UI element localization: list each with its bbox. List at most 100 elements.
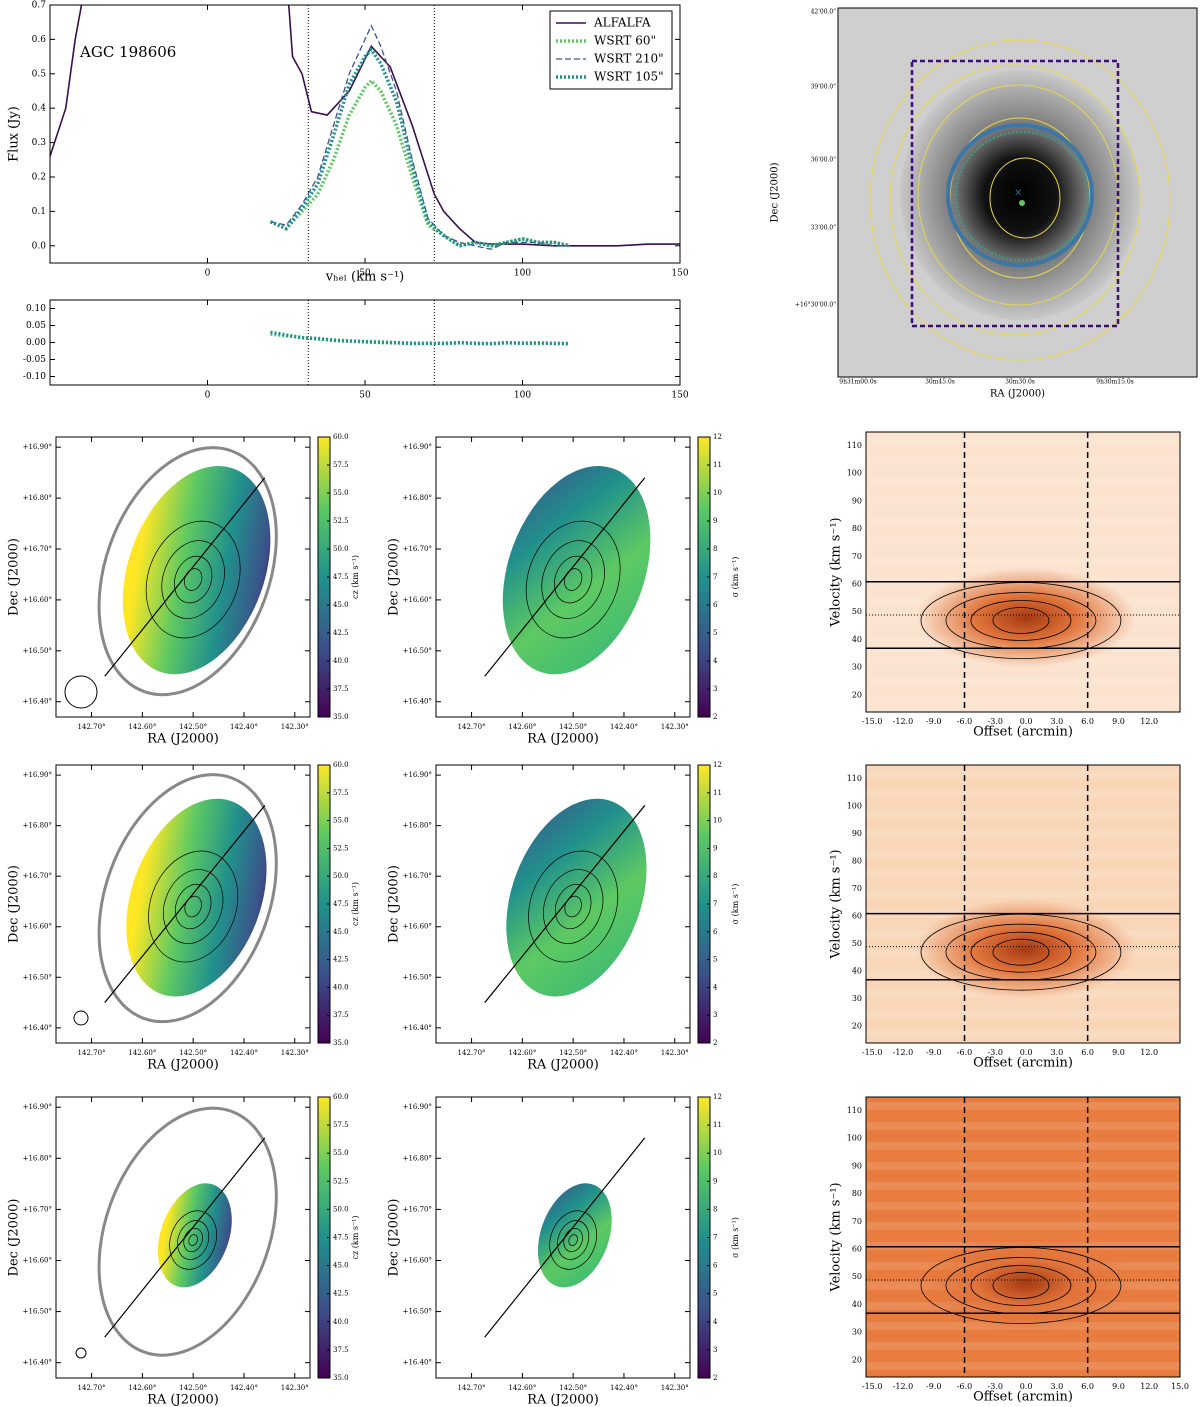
colorbar-tick-label: 55.0: [333, 817, 349, 825]
y-tick-label: 80: [852, 1189, 862, 1198]
noise-band: [866, 537, 1180, 545]
noise-band: [866, 457, 1180, 465]
contour: [869, 39, 1171, 361]
y-tick-label: -0.10: [23, 372, 46, 382]
plot-frame: [55, 436, 311, 718]
x-tick-label: 142.70°: [458, 723, 486, 731]
x-tick-label: 142.30°: [661, 1049, 689, 1057]
contour: [989, 157, 1061, 239]
contour: [920, 1247, 1122, 1324]
noise-band: [866, 1122, 1180, 1130]
x-tick-label: 142.60°: [508, 1384, 536, 1392]
colorbar-tick-label: 4: [713, 657, 718, 665]
colorbar-tick-label: 55.0: [333, 1149, 349, 1157]
x-tick-label: 0.0: [1020, 1048, 1033, 1057]
y-tick-label: +16.70°: [23, 1205, 52, 1213]
y-tick-label: 0.10: [26, 304, 46, 314]
noise-band: [866, 890, 1180, 898]
colorbar-label: cz (km s⁻¹): [351, 1216, 360, 1260]
contour: [992, 607, 1050, 634]
y-tick-label: +16.50°: [23, 1308, 52, 1316]
colorbar-tick-label: 5: [713, 629, 717, 637]
y-tick-label: 42'00.0": [811, 9, 837, 16]
colorbar-tick-label: 60.0: [333, 1093, 349, 1101]
colorbar-tick-label: 45.0: [333, 601, 349, 609]
y-tick-label: 40: [852, 635, 862, 644]
colorbar-tick-label: 9: [713, 844, 717, 852]
colorbar-tick-label: 11: [713, 789, 722, 797]
colorbar-tick-label: 40.0: [333, 657, 349, 665]
y-tick-label: 40: [852, 1300, 862, 1309]
plot-frame: [55, 1096, 311, 1379]
colorbar-tick-label: 37.5: [333, 685, 349, 693]
x-tick-label: 100: [514, 391, 531, 401]
x-tick-label: 142.60°: [128, 723, 156, 731]
x-tick-label: 12.0: [1140, 717, 1158, 726]
noise-band: [866, 870, 1180, 878]
noise-band: [866, 477, 1180, 485]
y-axis-label: Velocity (km s⁻¹): [829, 517, 844, 627]
y-axis-label: Dec (J2000): [387, 865, 402, 943]
x-tick-label: 9h31m00.0s: [839, 379, 876, 386]
x-axis-label: Offset (arcmin): [973, 1390, 1073, 1405]
y-tick-label: +16.70°: [23, 545, 52, 553]
y-tick-label: 60: [852, 1244, 862, 1253]
x-tick-label: 142.50°: [559, 723, 587, 731]
x-tick-label: 142.70°: [78, 723, 106, 731]
beam-ring: [946, 123, 1094, 267]
annotation: AGC 198606: [79, 43, 176, 61]
x-tick-label: 142.40°: [230, 1049, 258, 1057]
centre-marker: ×: [1014, 188, 1022, 199]
region: [910, 59, 1120, 328]
colorbar-tick-label: 5: [713, 1290, 717, 1298]
y-tick-label: +16.80°: [23, 822, 52, 830]
x-tick-label: -9.0: [926, 1382, 941, 1391]
colorbar-tick-label: 45.0: [333, 1262, 349, 1270]
major-axis: [484, 477, 646, 677]
plot-area: [484, 798, 647, 1003]
contour: [174, 883, 212, 930]
y-tick-label: +16.90°: [403, 443, 432, 451]
x-tick-label: 9.0: [1112, 717, 1125, 726]
colorbar-tick-label: 52.5: [333, 517, 349, 525]
x-tick-label: 150: [671, 269, 688, 279]
contour: [568, 1234, 578, 1246]
contour: [970, 600, 1072, 641]
major-axis: [484, 1137, 646, 1338]
y-tick-label: 30: [852, 663, 862, 672]
legend-label: WSRT 105": [594, 70, 664, 84]
y-axis-label: Dec (J2000): [387, 1199, 402, 1277]
x-tick-label: 142.50°: [179, 1384, 207, 1392]
centre: [1019, 200, 1025, 206]
y-tick-label: 90: [852, 1161, 862, 1170]
y-tick-label: 90: [852, 829, 862, 838]
colorbar-tick-label: 50.0: [333, 1205, 349, 1213]
x-axis-label: RA (J2000): [527, 1058, 599, 1073]
y-tick-label: +16.80°: [23, 494, 52, 502]
colorbar-tick-label: 11: [713, 461, 722, 469]
noise-band: [866, 1222, 1180, 1230]
x-tick-label: 142.70°: [458, 1049, 486, 1057]
series-line: [270, 24, 570, 250]
y-tick-label: +16.70°: [403, 545, 432, 553]
y-tick-label: 70: [852, 552, 862, 561]
y-tick-label: 100: [847, 469, 862, 478]
x-tick-label: 142.70°: [458, 1384, 486, 1392]
colorbar-tick-label: 60.0: [333, 433, 349, 441]
legend-label: WSRT 60": [594, 34, 656, 48]
major-axis: [104, 1137, 266, 1338]
colorbar-tick-label: 4: [713, 1318, 718, 1326]
contour: [148, 850, 239, 963]
plot-frame: [865, 764, 1181, 1044]
colorbar-tick-label: 42.5: [333, 1290, 349, 1298]
x-tick-label: 6.0: [1081, 1048, 1094, 1057]
x-tick-label: 142.60°: [508, 1049, 536, 1057]
colorbar-tick-label: 8: [713, 872, 717, 880]
x-axis-label: RA (J2000): [147, 1393, 219, 1407]
x-tick-label: -12.0: [893, 1048, 914, 1057]
colorbar-tick-label: 47.5: [333, 573, 349, 581]
y-axis-label: Dec (J2000): [7, 865, 22, 943]
x-tick-label: 100: [514, 269, 531, 279]
y-axis-label: Dec (J2000): [7, 1199, 22, 1277]
y-axis-label: Dec (J2000): [387, 538, 402, 616]
